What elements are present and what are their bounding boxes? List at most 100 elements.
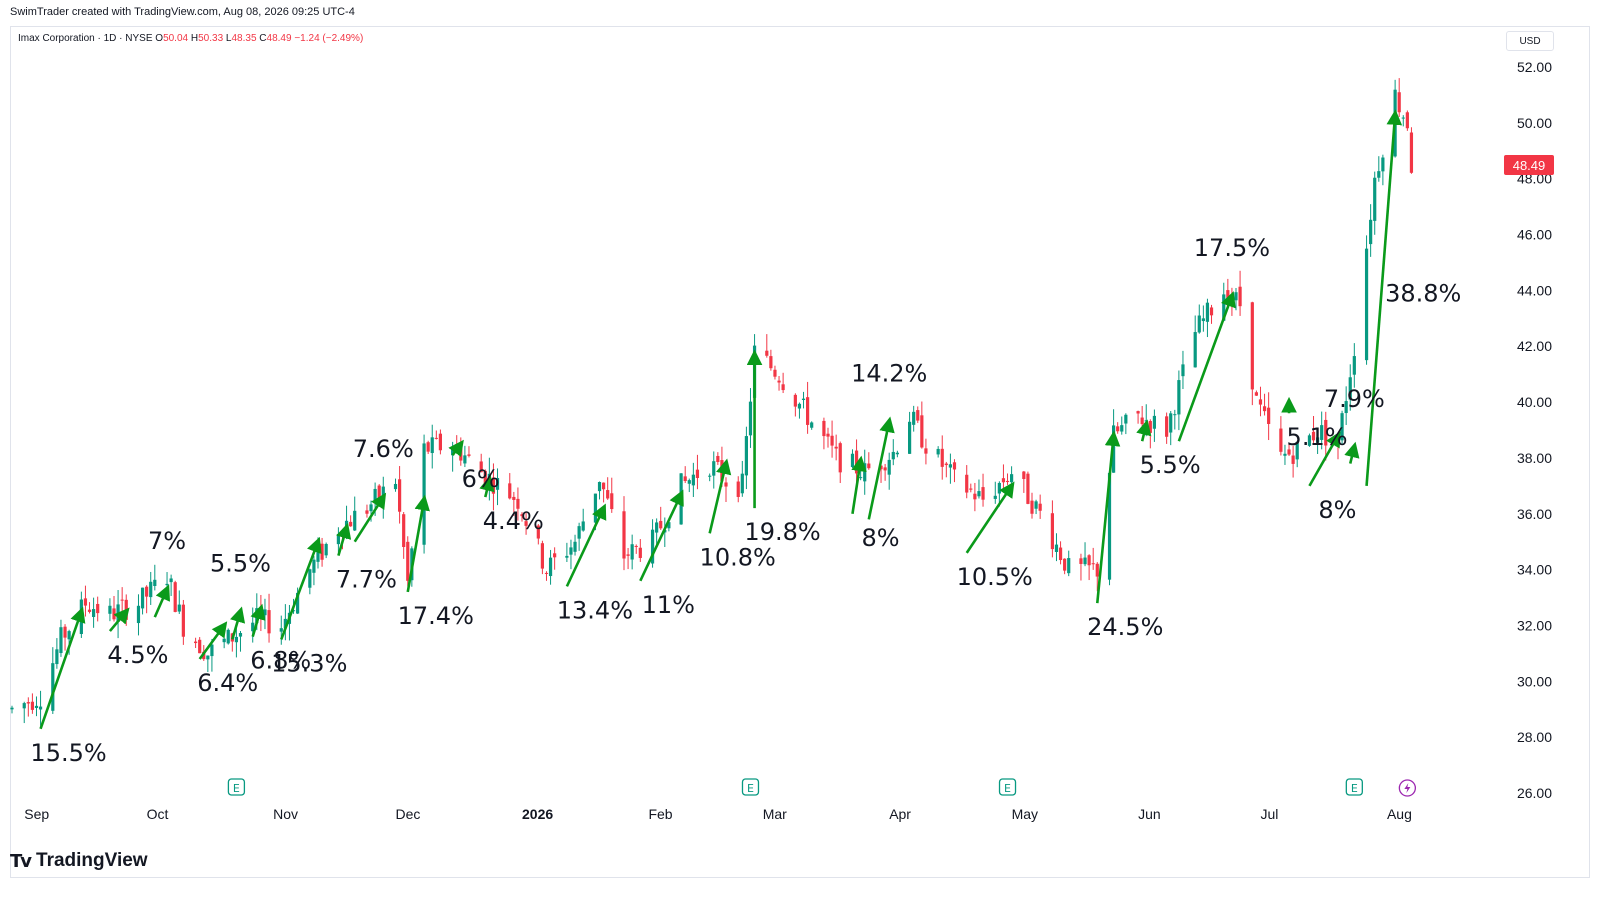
candle-body xyxy=(1050,513,1054,550)
gain-arrow xyxy=(1344,441,1360,464)
gain-arrow xyxy=(198,621,228,660)
candle-body xyxy=(687,480,691,484)
candle-body xyxy=(369,504,373,512)
candle-body xyxy=(708,475,712,477)
gain-arrow xyxy=(448,439,464,457)
y-tick-label: 38.00 xyxy=(1517,450,1552,466)
candle-body xyxy=(667,522,671,529)
candle-body xyxy=(773,369,777,377)
currency-button[interactable]: USD xyxy=(1506,31,1554,51)
candle-body xyxy=(577,526,581,539)
x-tick-label: May xyxy=(1012,806,1038,822)
candle-body xyxy=(165,583,169,586)
candle-body xyxy=(912,411,916,425)
candle-body xyxy=(173,582,177,612)
candle-body xyxy=(353,510,357,531)
gain-arrow xyxy=(1136,419,1152,442)
candle-body xyxy=(30,701,34,710)
candle-body xyxy=(1307,435,1312,446)
candle-body xyxy=(1173,414,1177,416)
candle-body xyxy=(96,603,100,614)
open-value: 50.04 xyxy=(163,33,189,44)
candle-body xyxy=(222,638,226,643)
candle-body xyxy=(1397,92,1401,113)
candle-body xyxy=(797,403,802,409)
candle-body xyxy=(695,469,700,479)
candle-body xyxy=(1369,219,1373,245)
gain-arrow xyxy=(230,606,246,640)
last-price-layer: 48.49 xyxy=(1504,155,1554,176)
candle-body xyxy=(198,639,202,654)
candle-body xyxy=(1283,453,1287,456)
y-tick-label: 36.00 xyxy=(1517,506,1552,522)
y-tick-label: 26.00 xyxy=(1517,785,1552,801)
candle-body xyxy=(1344,401,1348,414)
candle-body xyxy=(467,454,471,456)
x-tick-label: Dec xyxy=(396,806,421,822)
x-tick-label: Mar xyxy=(763,806,787,822)
candle-body xyxy=(373,488,377,501)
candle-body xyxy=(887,459,891,475)
candle-body xyxy=(63,626,67,638)
candle-body xyxy=(1144,420,1148,422)
candle-body xyxy=(659,520,663,529)
candle-body xyxy=(977,491,981,497)
candle-body xyxy=(296,592,300,614)
candle-body xyxy=(712,461,716,476)
candle-body xyxy=(1063,558,1067,571)
candle-body xyxy=(455,444,459,446)
candle-body xyxy=(1291,455,1295,464)
change-value: −1.24 (−2.49%) xyxy=(294,33,364,44)
candle-body xyxy=(1112,425,1116,473)
x-tick-label: Aug xyxy=(1387,806,1412,822)
candle-body xyxy=(434,437,438,439)
candle-body xyxy=(548,557,553,577)
last-price-tag xyxy=(1504,155,1554,176)
candle-body xyxy=(194,641,198,644)
gain-percent-label: 38.8% xyxy=(1385,280,1461,308)
candle-body xyxy=(516,498,520,509)
candle-body xyxy=(251,622,255,632)
x-tick-label: Sep xyxy=(24,806,49,822)
candle-body xyxy=(1116,426,1120,432)
chart-pane[interactable] xyxy=(10,26,1590,878)
candle-body xyxy=(1311,431,1316,441)
candle-body xyxy=(838,443,842,473)
candle-body xyxy=(565,555,569,558)
candle-body xyxy=(279,628,283,632)
x-tick-label: Feb xyxy=(648,806,672,822)
high-label: H xyxy=(190,33,199,44)
candle-body xyxy=(638,547,642,558)
candle-body xyxy=(87,609,92,612)
candle-body xyxy=(744,436,748,476)
candle-body xyxy=(51,663,55,711)
candle-body xyxy=(924,448,928,454)
candle-body xyxy=(952,462,957,470)
gain-percent-label: 4.5% xyxy=(107,641,168,669)
gain-arrow xyxy=(965,481,1015,554)
candle-body xyxy=(1373,177,1377,221)
candle-body xyxy=(10,707,14,710)
candle-body xyxy=(1279,428,1283,452)
y-tick-label: 34.00 xyxy=(1517,562,1552,578)
candle-body xyxy=(226,629,230,644)
candle-body xyxy=(1038,503,1042,511)
candle-body xyxy=(1377,171,1381,178)
candle-body xyxy=(610,493,614,510)
candle-body xyxy=(1193,332,1197,368)
candle-body xyxy=(430,437,434,454)
candle-body xyxy=(867,463,871,469)
candle-body xyxy=(597,481,602,492)
candle-body xyxy=(210,644,214,657)
candle-body xyxy=(810,422,814,428)
tradingview-logo-text: TradingView xyxy=(36,850,148,871)
candle-body xyxy=(1026,473,1030,504)
tradingview-logo[interactable]: 𝗧𝘃 TradingView xyxy=(10,850,148,872)
gain-percent-label: 6% xyxy=(462,465,500,493)
gain-percent-label: 15.5% xyxy=(30,739,106,767)
candle-body xyxy=(536,525,540,539)
candle-body xyxy=(1238,286,1242,307)
candle-body xyxy=(691,474,695,486)
candle-body xyxy=(149,581,153,598)
y-tick-label: 42.00 xyxy=(1517,338,1552,354)
